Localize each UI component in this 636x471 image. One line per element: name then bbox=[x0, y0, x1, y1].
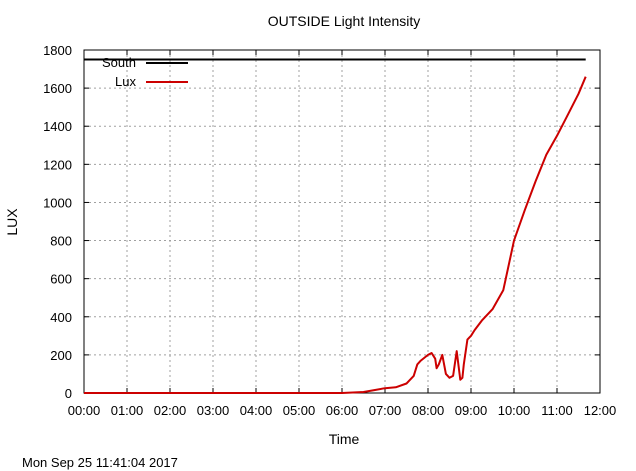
y-tick-label: 1800 bbox=[43, 43, 72, 58]
y-tick-label: 200 bbox=[50, 348, 72, 363]
x-tick-label: 10:00 bbox=[498, 403, 531, 418]
legend-label: Lux bbox=[115, 74, 136, 89]
chart-title: OUTSIDE Light Intensity bbox=[268, 13, 421, 29]
x-tick-label: 12:00 bbox=[584, 403, 617, 418]
y-axis-label: LUX bbox=[4, 208, 20, 236]
x-tick-label: 02:00 bbox=[154, 403, 187, 418]
x-tick-label: 09:00 bbox=[455, 403, 488, 418]
y-tick-label: 0 bbox=[65, 386, 72, 401]
y-tick-label: 400 bbox=[50, 310, 72, 325]
x-tick-label: 11:00 bbox=[541, 403, 573, 418]
y-tick-label: 1600 bbox=[43, 81, 72, 96]
series-layer bbox=[84, 58, 587, 394]
grid bbox=[84, 50, 600, 393]
x-tick-label: 04:00 bbox=[240, 403, 273, 418]
y-tick-label: 1000 bbox=[43, 195, 72, 210]
x-tick-label: 03:00 bbox=[197, 403, 230, 418]
x-axis-label: Time bbox=[329, 431, 360, 447]
x-tick-label: 07:00 bbox=[369, 403, 402, 418]
legend-label: South bbox=[102, 55, 136, 70]
legend: South Lux bbox=[102, 55, 188, 89]
series-line-lux bbox=[84, 76, 587, 394]
x-tick-label: 08:00 bbox=[412, 403, 445, 418]
axis-ticks: 00:00 01:00 02:00 03:00 04:00 05:00 06:00 07:00… bbox=[43, 43, 616, 418]
x-tick-label: 01:00 bbox=[111, 403, 144, 418]
y-tick-label: 800 bbox=[50, 234, 72, 249]
x-tick-label: 05:00 bbox=[283, 403, 316, 418]
x-tick-label: 00:00 bbox=[68, 403, 101, 418]
y-tick-label: 600 bbox=[50, 272, 72, 287]
y-tick-label: 1200 bbox=[43, 157, 72, 172]
timestamp-label: Mon Sep 25 11:41:04 2017 bbox=[22, 455, 178, 470]
x-tick-label: 06:00 bbox=[326, 403, 359, 418]
y-tick-label: 1400 bbox=[43, 119, 72, 134]
